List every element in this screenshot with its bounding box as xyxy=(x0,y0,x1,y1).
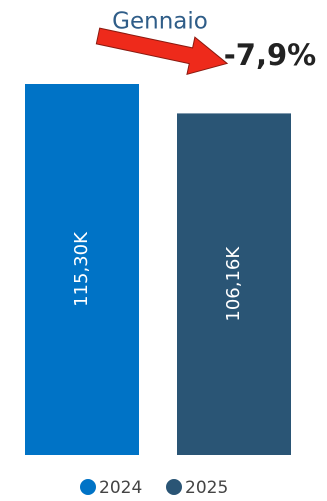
annotation: -7,9% xyxy=(224,38,316,72)
legend-label: 2024 xyxy=(99,478,142,498)
arrow xyxy=(95,27,229,76)
legend-label: 2025 xyxy=(185,478,228,498)
legend-marker xyxy=(80,479,96,495)
data-label: 115,30K xyxy=(71,231,92,307)
legend-marker xyxy=(166,479,182,495)
bar xyxy=(177,113,291,455)
data-label: 106,16K xyxy=(223,246,244,322)
chart-title: Gennaio xyxy=(112,9,208,35)
bar xyxy=(25,84,139,455)
